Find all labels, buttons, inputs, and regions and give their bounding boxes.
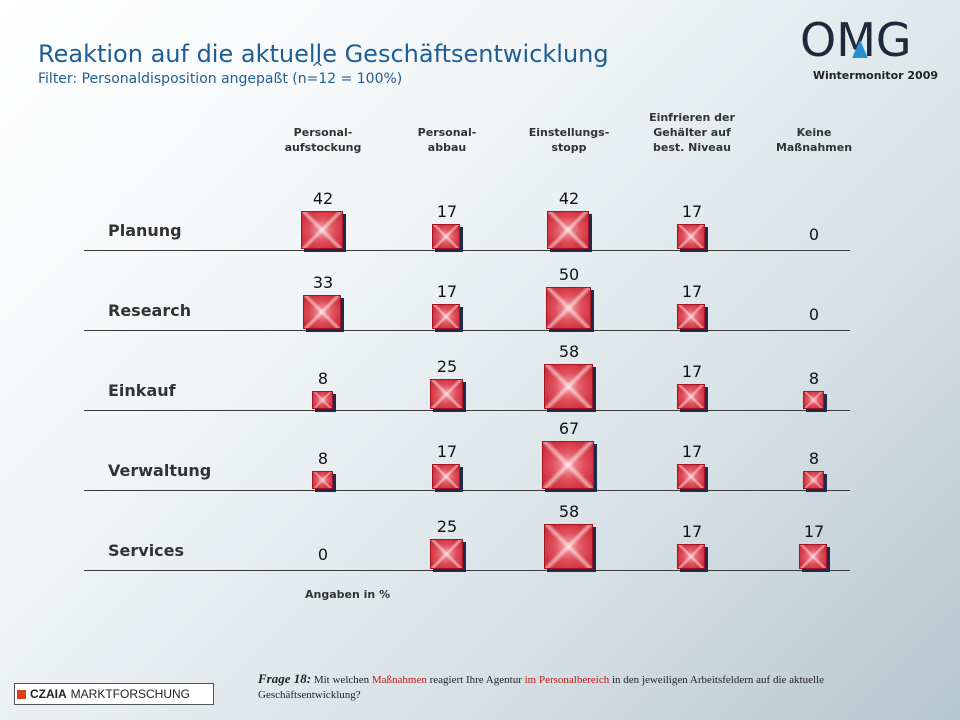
omg-logo-graphic: OMG [800,13,912,67]
column-header: Einstellungs-stopp [509,125,629,155]
row-baseline [84,410,850,411]
value-bar [429,539,463,569]
value-bar [677,464,705,489]
value-bar [429,379,463,409]
value-bar [432,464,460,489]
column-header-line: abbau [427,141,467,154]
column-header-line: Einfrieren der [649,111,735,124]
value-bar [543,364,593,409]
column-header-line: Personal- [293,126,353,139]
value-bar [311,391,333,409]
value-label: 0 [808,225,820,244]
row-baseline [84,570,850,571]
value-label: 42 [558,189,580,208]
value-bar [799,544,827,569]
value-label: 50 [558,265,580,284]
value-label: 0 [808,305,820,324]
column-header-line: best. Niveau [652,141,731,154]
value-label: 67 [558,419,580,438]
value-bar [311,471,333,489]
value-label: 25 [436,517,458,536]
omg-logo: OMG [800,13,940,68]
brand-rest: MARKTFORSCHUNG [70,687,191,701]
value-label: 17 [681,282,703,301]
unit-note: Angaben in % [305,588,391,601]
value-bar [802,471,824,489]
value-label: 17 [681,202,703,221]
row-baseline [84,330,850,331]
page-title: Reaktion auf die aktuelle Geschäftsentwi… [38,40,609,68]
value-label: 33 [312,273,334,292]
value-bar [677,304,705,329]
value-bar [432,304,460,329]
value-label: 8 [808,369,820,388]
column-header-line: aufstockung [284,141,362,154]
brand-box: CZAIA MARKTFORSCHUNG [14,683,214,705]
value-label: 17 [681,362,703,381]
value-bar [545,287,591,329]
brand-square-icon [17,689,26,699]
value-label: 17 [436,442,458,461]
column-header: Einfrieren der Gehälter auf best. Niveau [632,110,752,155]
page-subtitle: Filter: Personaldisposition angepaßt (n=… [38,71,403,87]
value-bar [547,211,589,249]
question-text: Frage 18: Mit welchen Maßnahmen reagiert… [258,671,824,701]
row-baseline [84,250,850,251]
row-baseline [84,490,850,491]
value-label: 0 [317,545,329,564]
value-bar [677,384,705,409]
column-header-line: Einstellungs- [528,126,610,139]
row-label: Services [108,541,185,560]
value-bar [432,224,460,249]
value-label: 25 [436,357,458,376]
row-label: Planung [108,221,182,240]
caret-mark: ^ [311,59,324,77]
value-bar [542,441,594,489]
row-label: Research [108,301,192,320]
value-label: 8 [317,449,329,468]
column-header-line: Maßnahmen [775,141,853,154]
value-bar [677,544,705,569]
column-header: Personal-aufstockung [263,125,383,155]
value-bar [677,224,705,249]
value-bar [543,524,593,569]
column-header-line: Gehälter auf [653,126,731,139]
value-label: 17 [436,282,458,301]
column-header: Keine Maßnahmen [754,125,874,155]
row-label: Verwaltung [108,461,212,480]
value-bar [303,295,341,329]
value-label: 17 [436,202,458,221]
value-label: 8 [317,369,329,388]
brand-bold: CZAIA [30,687,67,701]
row-label: Einkauf [108,381,176,400]
question-label: Frage 18: [258,671,312,686]
column-header-line: Keine [796,126,832,139]
column-header: Personal-abbau [387,125,507,155]
value-label: 17 [803,522,825,541]
value-bar [802,391,824,409]
value-label: 8 [808,449,820,468]
column-header-line: Personal- [417,126,477,139]
value-label: 17 [681,442,703,461]
value-label: 17 [681,522,703,541]
value-label: 42 [312,189,334,208]
column-header-line: stopp [551,141,587,154]
value-label: 58 [558,342,580,361]
value-bar [301,211,343,249]
logo-subtitle: Wintermonitor 2009 [812,69,938,82]
logo-triangle-icon [852,40,868,58]
value-label: 58 [558,502,580,521]
